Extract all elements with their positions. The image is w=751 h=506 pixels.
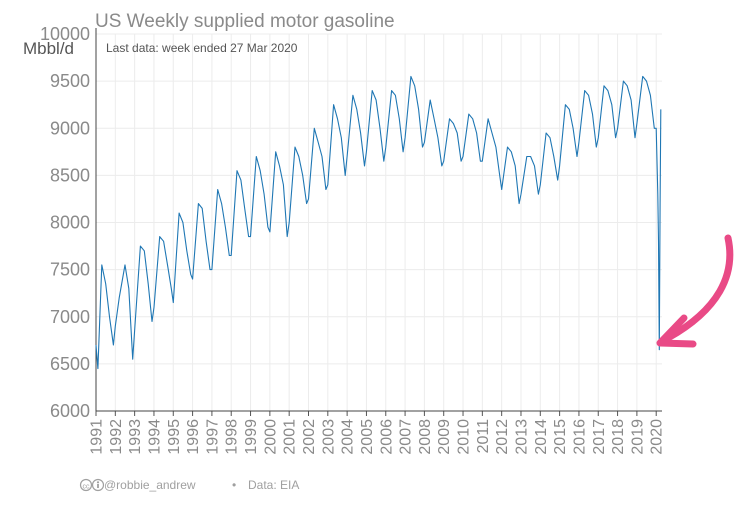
chart-title: US Weekly supplied motor gasoline (95, 11, 395, 32)
x-tick-label: 1995 (166, 419, 183, 455)
y-tick-label: 8000 (50, 213, 90, 233)
cc-license-icon: cc (79, 478, 93, 492)
x-tick-label: 1994 (146, 419, 163, 455)
x-tick-label: 2016 (571, 419, 588, 455)
x-tick-label: 2004 (340, 419, 357, 455)
x-tick-label: 2003 (320, 419, 337, 455)
x-tick-label: 2011 (475, 419, 492, 454)
svg-text:cc: cc (83, 484, 91, 491)
x-tick-label: 2005 (359, 419, 376, 455)
annotation-arrow (656, 234, 734, 348)
x-tick-label: 2002 (301, 419, 318, 455)
footer-credit: @robbie_andrew (104, 478, 196, 492)
y-tick-label: 7500 (50, 260, 90, 280)
x-tick-label: 1992 (108, 419, 125, 455)
series-layer (95, 75, 662, 370)
y-tick-label: 9500 (50, 71, 90, 91)
y-tick-label: 10000 (40, 24, 90, 44)
x-tick-label: 1997 (204, 419, 221, 455)
x-tick-label: 2017 (591, 419, 608, 455)
footer: cc @robbie_andrew • Data: EIA (79, 478, 299, 492)
x-tick-label: 2000 (262, 419, 279, 455)
arrow-curve (664, 234, 734, 342)
grid (95, 33, 662, 412)
x-tick-label: 2010 (456, 419, 473, 455)
footer-source: Data: EIA (248, 478, 299, 492)
x-tick-label: 2012 (494, 419, 511, 455)
x-tick-labels: 1991 1992 1993 1994 1995 1996 1997 1998 1999 2000… (89, 419, 666, 455)
y-tick-label: 8500 (50, 165, 90, 185)
x-tick-label: 2018 (610, 419, 627, 455)
y-tick-label: 6500 (50, 354, 90, 374)
footer-separator: • (232, 478, 236, 492)
x-tick-label: 2007 (398, 419, 415, 455)
arrow-head-icon (656, 314, 697, 348)
x-tick-label: 1993 (127, 419, 144, 455)
x-tick-label: 1999 (243, 419, 260, 455)
x-tick-label: 1998 (224, 419, 241, 455)
y-tick-label: 6000 (50, 401, 90, 421)
x-tick-label: 2020 (649, 419, 666, 455)
y-tick-label: 7000 (50, 307, 90, 327)
y-tick-labels: 6000 6500 7000 7500 8000 8500 9000 9500 10000 (40, 24, 90, 421)
x-tick-label: 2008 (417, 419, 434, 455)
chart-subtitle: Last data: week ended 27 Mar 2020 (106, 41, 298, 55)
x-tick-label: 2013 (513, 419, 530, 455)
attribution-icon (91, 478, 105, 492)
x-tick-label: 1996 (185, 419, 202, 455)
x-tick-label: 2006 (378, 419, 395, 455)
y-tick-label: 9000 (50, 118, 90, 138)
y-axis-label: Mbbl/d (23, 39, 74, 58)
x-tick-label: 2009 (436, 419, 453, 455)
x-tick-label: 2001 (282, 419, 299, 455)
series-line (95, 75, 662, 370)
x-tick-label: 2014 (533, 419, 550, 455)
x-tick-label: 2019 (629, 419, 646, 455)
x-tick-label: 2015 (552, 419, 569, 455)
x-tick-label: 1991 (89, 419, 106, 455)
